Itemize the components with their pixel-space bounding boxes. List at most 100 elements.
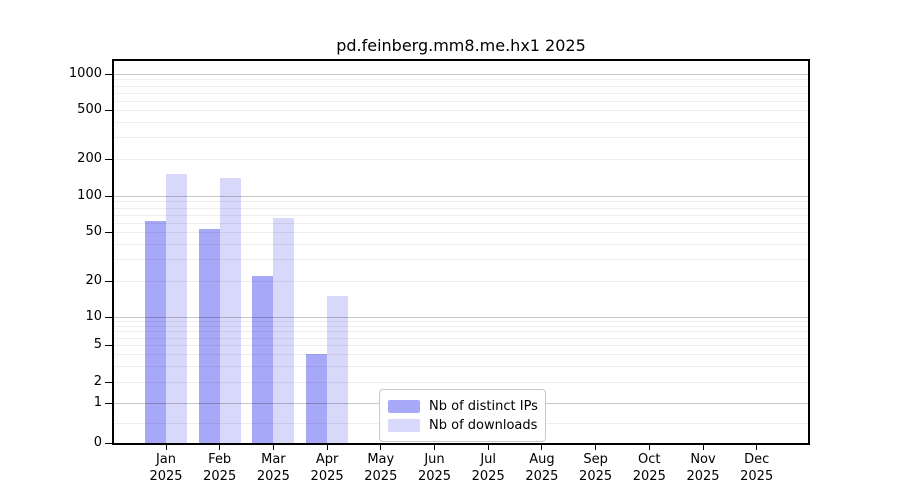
year-label: 2025 — [579, 469, 613, 484]
x-axis-tick-mar — [272, 445, 274, 450]
x-axis-tick-label-dec: Dec 2025 — [725, 451, 789, 485]
legend-label-distinct-ips: Nb of distinct IPs — [429, 398, 538, 414]
x-axis-tick-label-may: May 2025 — [349, 451, 413, 485]
gridline-minor-20 — [114, 281, 808, 282]
y-axis-tick-0 — [105, 442, 112, 444]
gridline-minor-30 — [114, 259, 808, 261]
month-label: May — [367, 452, 395, 467]
x-axis-tick-label-aug: Aug 2025 — [510, 451, 574, 485]
gridline-minor-700 — [114, 92, 808, 94]
bar-distinct-ips-mar — [252, 275, 274, 443]
x-axis-tick-label-jun: Jun 2025 — [403, 451, 467, 485]
bar-downloads-jan — [166, 174, 187, 443]
month-label: Mar — [261, 452, 286, 467]
year-label: 2025 — [256, 469, 290, 484]
legend: Nb of distinct IPs Nb of downloads — [379, 389, 546, 442]
bar-downloads-mar — [273, 217, 295, 443]
month-label: Apr — [315, 452, 339, 467]
legend-item-downloads: Nb of downloads — [388, 416, 537, 434]
month-label: Nov — [690, 452, 716, 467]
x-axis-tick-label-feb: Feb 2025 — [188, 451, 252, 485]
gridline-major-10 — [114, 317, 808, 318]
y-axis-tick-label-1: 1 — [93, 395, 102, 410]
y-axis-tick-label-500: 500 — [77, 102, 102, 117]
month-label: Aug — [529, 452, 555, 467]
legend-label-downloads: Nb of downloads — [429, 417, 538, 433]
x-axis-tick-label-jan: Jan 2025 — [134, 451, 198, 485]
bar-downloads-feb — [219, 178, 241, 443]
x-axis-tick-label-nov: Nov 2025 — [671, 451, 735, 485]
year-label: 2025 — [525, 469, 559, 484]
y-axis-tick-200 — [105, 158, 112, 160]
y-axis-tick-10 — [105, 316, 112, 318]
year-label: 2025 — [310, 469, 344, 484]
bar-downloads-apr — [327, 295, 349, 443]
gridline-minor-900 — [114, 79, 808, 81]
x-axis-tick-may — [380, 445, 382, 450]
gridline-minor-2 — [114, 382, 808, 383]
gridline-minor-70 — [114, 214, 808, 216]
gridline-minor-90 — [114, 201, 808, 203]
legend-item-distinct-ips: Nb of distinct IPs — [388, 397, 538, 415]
y-axis-tick-label-20: 20 — [85, 273, 102, 288]
y-axis-tick-20 — [105, 280, 112, 282]
x-axis-tick-feb — [219, 445, 221, 450]
plot-inner — [114, 61, 808, 443]
gridline-minor-600 — [114, 100, 808, 102]
month-label: Jul — [480, 452, 497, 467]
y-axis-tick-500 — [105, 109, 112, 111]
x-axis-tick-dec — [756, 445, 758, 450]
gridline-minor-9 — [114, 321, 808, 323]
x-axis-tick-oct — [648, 445, 650, 450]
gridline-minor-400 — [114, 121, 808, 123]
y-axis-tick-label-100: 100 — [77, 188, 102, 203]
x-axis-tick-jul — [487, 445, 489, 450]
y-axis-tick-label-2: 2 — [93, 374, 102, 389]
gridline-major-1000 — [114, 74, 808, 75]
year-label: 2025 — [471, 469, 505, 484]
gridline-minor-50 — [114, 232, 808, 233]
gridline-minor-5 — [114, 345, 808, 346]
x-axis-tick-label-oct: Oct 2025 — [617, 451, 681, 485]
year-label: 2025 — [203, 469, 237, 484]
y-axis-tick-label-10: 10 — [85, 309, 102, 324]
gridline-major-100 — [114, 196, 808, 197]
year-label: 2025 — [149, 469, 183, 484]
y-axis-tick-5 — [105, 344, 112, 346]
year-label: 2025 — [417, 469, 452, 484]
legend-swatch-distinct-ips — [388, 399, 420, 413]
y-axis-tick-50 — [105, 231, 112, 233]
y-axis-tick-label-50: 50 — [85, 224, 102, 239]
gridline-minor-3 — [114, 365, 808, 367]
year-label: 2025 — [632, 469, 666, 484]
y-axis-tick-1 — [105, 402, 112, 404]
month-label: Dec — [744, 452, 770, 467]
gridline-minor-300 — [114, 137, 808, 139]
plot-area — [112, 59, 810, 445]
x-axis-tick-nov — [702, 445, 704, 450]
x-axis-tick-jun — [434, 445, 435, 450]
x-axis-tick-label-mar: Mar 2025 — [241, 451, 305, 485]
month-label: Jan — [155, 452, 177, 467]
chart-title: pd.feinberg.mm8.me.hx1 2025 — [336, 36, 586, 55]
gridline-minor-40 — [114, 243, 808, 245]
month-label: Feb — [208, 452, 232, 467]
month-label: Jun — [424, 452, 445, 467]
legend-swatch-downloads — [388, 418, 420, 432]
x-axis-tick-label-jul: Jul 2025 — [456, 451, 520, 485]
y-axis-tick-label-0: 0 — [93, 435, 102, 450]
gridline-minor-800 — [114, 85, 808, 87]
gridline-minor-500 — [114, 110, 808, 111]
month-label: Sep — [583, 452, 608, 467]
y-axis-tick-100 — [105, 195, 112, 197]
x-axis-tick-apr — [326, 445, 328, 450]
bar-distinct-ips-apr — [306, 354, 328, 443]
month-label: Oct — [638, 452, 661, 467]
bar-distinct-ips-feb — [198, 228, 220, 443]
gridline-minor-200 — [114, 159, 808, 160]
year-label: 2025 — [364, 469, 398, 484]
x-axis-tick-label-sep: Sep 2025 — [564, 451, 628, 485]
x-axis-tick-label-apr: Apr 2025 — [295, 451, 359, 485]
gridline-minor-80 — [114, 207, 808, 209]
